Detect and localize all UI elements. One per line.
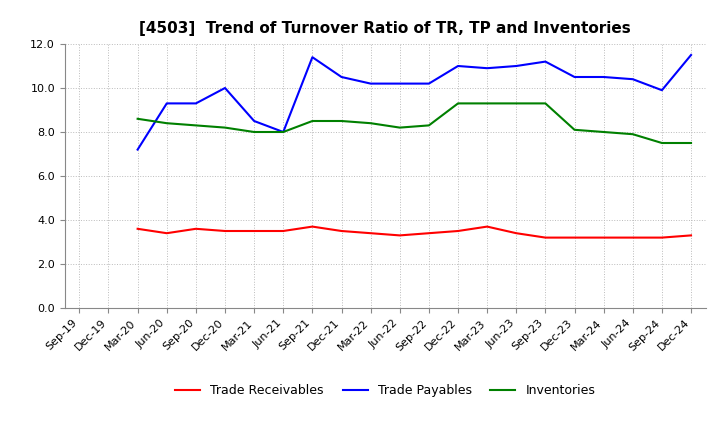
Inventories xyxy=(366,121,375,126)
Trade Payables xyxy=(541,59,550,64)
Trade Receivables xyxy=(512,231,521,236)
Inventories xyxy=(687,140,696,146)
Trade Receivables xyxy=(454,228,462,234)
Inventories xyxy=(308,118,317,124)
Trade Receivables xyxy=(279,228,287,234)
Trade Payables xyxy=(425,81,433,86)
Inventories xyxy=(599,129,608,135)
Trade Receivables xyxy=(220,228,229,234)
Trade Payables xyxy=(250,118,258,124)
Inventories xyxy=(163,121,171,126)
Inventories xyxy=(220,125,229,130)
Trade Receivables xyxy=(657,235,666,240)
Inventories xyxy=(337,118,346,124)
Line: Trade Payables: Trade Payables xyxy=(138,55,691,150)
Trade Receivables xyxy=(570,235,579,240)
Trade Receivables xyxy=(337,228,346,234)
Trade Payables xyxy=(279,129,287,135)
Inventories xyxy=(657,140,666,146)
Trade Receivables xyxy=(599,235,608,240)
Trade Payables xyxy=(308,55,317,60)
Legend: Trade Receivables, Trade Payables, Inventories: Trade Receivables, Trade Payables, Inven… xyxy=(170,379,600,402)
Trade Payables xyxy=(366,81,375,86)
Trade Payables xyxy=(512,63,521,69)
Trade Payables xyxy=(133,147,142,152)
Inventories xyxy=(629,132,637,137)
Trade Payables xyxy=(395,81,404,86)
Trade Receivables xyxy=(250,228,258,234)
Trade Payables xyxy=(687,52,696,58)
Inventories xyxy=(192,123,200,128)
Inventories xyxy=(483,101,492,106)
Trade Payables xyxy=(220,85,229,91)
Inventories xyxy=(395,125,404,130)
Trade Payables xyxy=(570,74,579,80)
Trade Payables xyxy=(483,66,492,71)
Trade Receivables xyxy=(629,235,637,240)
Trade Receivables xyxy=(687,233,696,238)
Trade Receivables xyxy=(483,224,492,229)
Trade Receivables xyxy=(425,231,433,236)
Title: [4503]  Trend of Turnover Ratio of TR, TP and Inventories: [4503] Trend of Turnover Ratio of TR, TP… xyxy=(140,21,631,36)
Trade Payables xyxy=(337,74,346,80)
Inventories xyxy=(250,129,258,135)
Trade Payables xyxy=(192,101,200,106)
Trade Payables xyxy=(454,63,462,69)
Trade Receivables xyxy=(133,226,142,231)
Trade Payables xyxy=(599,74,608,80)
Trade Payables xyxy=(163,101,171,106)
Line: Trade Receivables: Trade Receivables xyxy=(138,227,691,238)
Trade Receivables xyxy=(192,226,200,231)
Trade Receivables xyxy=(541,235,550,240)
Trade Receivables xyxy=(308,224,317,229)
Inventories xyxy=(425,123,433,128)
Inventories xyxy=(570,127,579,132)
Inventories xyxy=(454,101,462,106)
Line: Inventories: Inventories xyxy=(138,103,691,143)
Trade Receivables xyxy=(395,233,404,238)
Inventories xyxy=(133,116,142,121)
Trade Payables xyxy=(629,77,637,82)
Inventories xyxy=(279,129,287,135)
Trade Receivables xyxy=(163,231,171,236)
Inventories xyxy=(512,101,521,106)
Trade Payables xyxy=(657,88,666,93)
Trade Receivables xyxy=(366,231,375,236)
Inventories xyxy=(541,101,550,106)
